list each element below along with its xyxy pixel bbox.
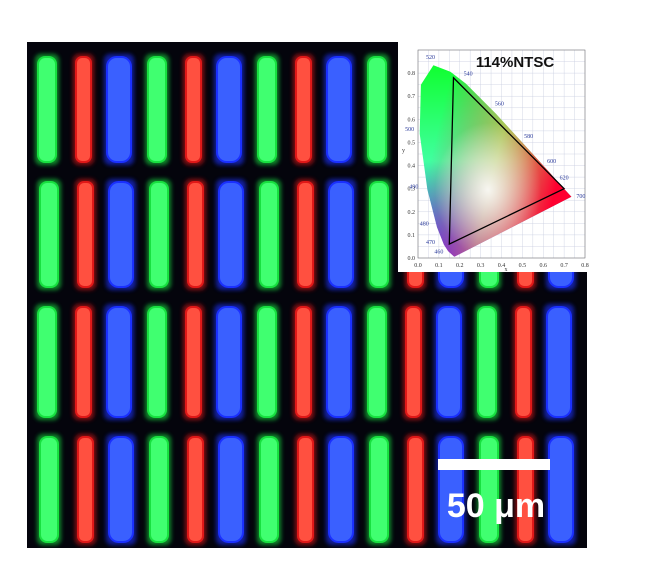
locus-white — [419, 65, 572, 257]
red-subpixel — [297, 436, 314, 543]
red-subpixel — [295, 306, 312, 418]
green-subpixel — [147, 56, 167, 163]
y-tick-label: 0.3 — [408, 187, 416, 193]
green-subpixel — [39, 436, 59, 543]
y-tick-label: 0.1 — [408, 233, 416, 239]
wavelength-label: 600 — [547, 159, 556, 165]
green-subpixel — [367, 306, 387, 418]
green-subpixel — [149, 181, 169, 288]
x-tick-label: 0.2 — [456, 263, 464, 269]
green-subpixel — [257, 56, 277, 163]
wavelength-label: 580 — [524, 134, 533, 140]
red-subpixel — [187, 181, 204, 288]
wavelength-label: 460 — [434, 249, 443, 255]
blue-subpixel — [108, 436, 134, 543]
wavelength-label: 480 — [420, 222, 429, 228]
wavelength-label: 520 — [426, 55, 435, 61]
x-tick-label: 0.4 — [498, 263, 506, 269]
blue-subpixel — [106, 306, 132, 418]
red-subpixel — [297, 181, 314, 288]
red-subpixel — [185, 56, 202, 163]
blue-subpixel — [548, 436, 574, 543]
red-subpixel — [187, 436, 204, 543]
x-tick-label: 0.1 — [435, 263, 443, 269]
x-tick-label: 0.7 — [560, 263, 568, 269]
scale-bar — [438, 459, 550, 470]
x-tick-label: 0.6 — [540, 263, 548, 269]
red-subpixel — [75, 56, 92, 163]
wavelength-label: 700 — [576, 194, 585, 200]
x-tick-label: 0.5 — [519, 263, 527, 269]
plot-frame — [417, 49, 586, 259]
blue-subpixel — [216, 306, 242, 418]
red-subpixel — [185, 306, 202, 418]
red-subpixel — [407, 436, 424, 543]
blue-subpixel — [326, 306, 352, 418]
red-subpixel — [77, 181, 94, 288]
y-tick-label: 0.5 — [408, 140, 416, 146]
red-subpixel — [515, 306, 532, 418]
blue-subpixel — [106, 56, 132, 163]
inset-ylabel: y — [402, 148, 405, 154]
blue-subpixel — [108, 181, 134, 288]
green-subpixel — [149, 436, 169, 543]
blue-subpixel — [326, 56, 352, 163]
y-tick-label: 0.6 — [408, 117, 416, 123]
y-tick-label: 0.2 — [408, 210, 416, 216]
blue-subpixel — [436, 306, 462, 418]
y-tick-label: 0.8 — [408, 71, 416, 77]
red-subpixel — [295, 56, 312, 163]
blue-subpixel — [546, 306, 572, 418]
green-subpixel — [369, 181, 389, 288]
green-subpixel — [259, 181, 279, 288]
blue-subpixel — [218, 436, 244, 543]
blue-subpixel — [216, 56, 242, 163]
inset-title: 114%NTSC — [476, 54, 555, 71]
y-tick-label: 0.0 — [408, 256, 416, 262]
green-subpixel — [259, 436, 279, 543]
scale-label: 50 μm — [447, 487, 545, 525]
green-subpixel — [37, 56, 57, 163]
wavelength-label: 620 — [560, 175, 569, 181]
red-subpixel — [77, 436, 94, 543]
inset-xlabel: x — [505, 267, 508, 273]
y-tick-label: 0.4 — [408, 164, 416, 170]
y-tick-label: 0.7 — [408, 94, 416, 100]
green-subpixel — [39, 181, 59, 288]
green-subpixel — [147, 306, 167, 418]
wavelength-label: 560 — [495, 101, 504, 107]
wavelength-label: 500 — [405, 127, 414, 133]
blue-subpixel — [328, 181, 354, 288]
gamut-triangle — [448, 76, 566, 246]
green-subpixel — [369, 436, 389, 543]
blue-subpixel — [328, 436, 354, 543]
green-subpixel — [37, 306, 57, 418]
x-tick-label: 0.0 — [414, 263, 422, 269]
wavelength-label: 540 — [464, 71, 473, 77]
cie-inset: 114%NTSC x y 0.0 0.1 0.2 0.3 0.4 0.5 0.6 0.7 0.8… — [398, 42, 589, 273]
green-subpixel — [257, 306, 277, 418]
red-subpixel — [405, 306, 422, 418]
green-subpixel — [477, 306, 497, 418]
wavelength-label: 470 — [426, 240, 435, 246]
x-tick-label: 0.8 — [581, 263, 589, 269]
green-subpixel — [367, 56, 387, 163]
blue-subpixel — [218, 181, 244, 288]
red-subpixel — [75, 306, 92, 418]
wavelength-label: 490 — [409, 185, 418, 191]
x-tick-label: 0.3 — [477, 263, 485, 269]
